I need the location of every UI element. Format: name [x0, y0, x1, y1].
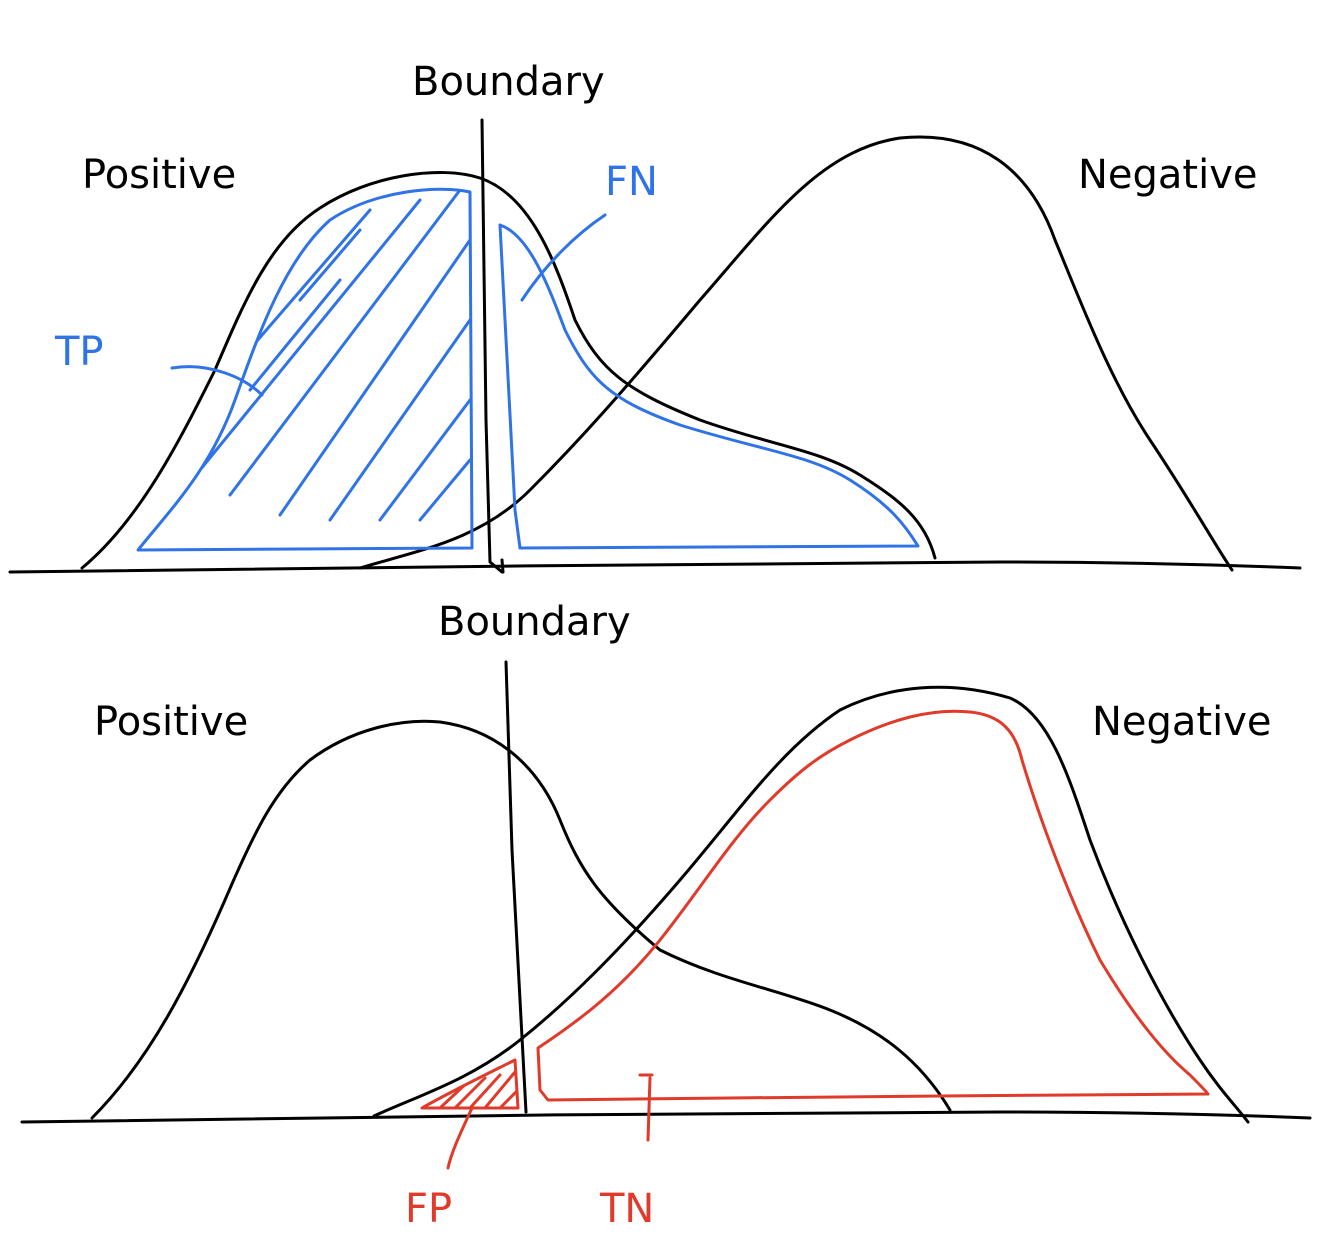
tn-region-outline [536, 709, 1210, 1102]
top-boundary-tick [500, 558, 505, 574]
top-positive-label: Positive [82, 152, 236, 198]
bottom-boundary-label: Boundary [438, 599, 631, 645]
bottom-panel: Boundary Positive Negative FP TN [20, 599, 1312, 1232]
top-boundary-label: Boundary [412, 59, 605, 105]
tn-label: TN [599, 1186, 654, 1232]
bottom-positive-curve [90, 719, 952, 1120]
tn-leader-line [646, 1076, 652, 1142]
tp-hatch [178, 189, 470, 522]
tp-leader-line [170, 365, 264, 397]
top-negative-label: Negative [1078, 152, 1258, 198]
top-x-axis [8, 560, 1302, 574]
tp-region-outline [136, 187, 474, 552]
fn-label: FN [605, 159, 658, 205]
bottom-positive-label: Positive [94, 699, 248, 745]
fn-region-outline [498, 223, 920, 550]
tp-label: TP [54, 329, 104, 375]
top-boundary-line [480, 118, 504, 574]
fp-leader-line [446, 1106, 474, 1170]
top-negative-curve [358, 135, 1234, 572]
fp-region-outline [420, 1058, 520, 1110]
top-panel: Boundary Positive Negative TP FN [8, 59, 1302, 574]
fn-leader-line [520, 213, 607, 302]
bottom-negative-label: Negative [1092, 699, 1272, 745]
fp-label: FP [405, 1186, 452, 1232]
bottom-x-axis [20, 1110, 1312, 1124]
bottom-negative-curve [372, 685, 1250, 1124]
bottom-boundary-line [504, 660, 528, 1114]
